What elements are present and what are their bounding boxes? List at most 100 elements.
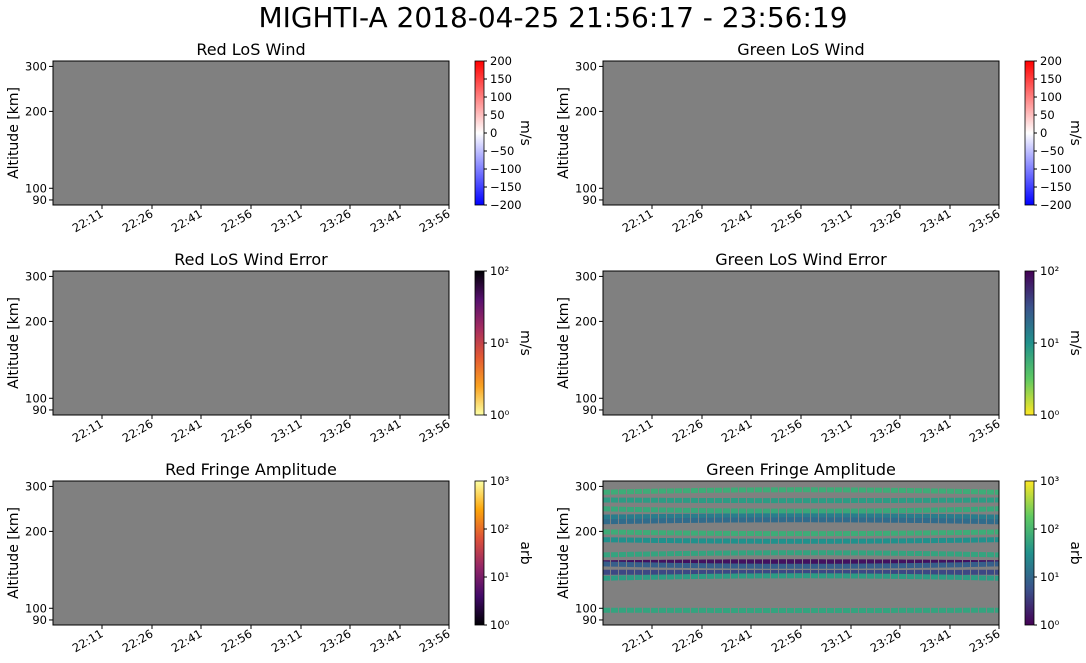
y-axis-label: Altitude [km]	[556, 507, 572, 599]
x-tick-label: 22:41	[719, 416, 755, 445]
x-tick-label: 22:41	[169, 416, 205, 445]
y-tick-label: 100	[25, 601, 47, 615]
colorbar-tick-label: 200	[490, 54, 512, 68]
colorbar-tick-label: 10⁰	[490, 618, 510, 632]
panel-title: Red Fringe Amplitude	[165, 460, 337, 479]
x-tick-label: 23:41	[918, 206, 954, 235]
colorbar-tick-label: 10³	[490, 474, 510, 488]
y-axis-label: Altitude [km]	[6, 297, 22, 389]
colorbar-tick-label: 50	[1040, 108, 1055, 122]
x-tick-label: 22:26	[120, 206, 156, 235]
x-tick-label: 22:41	[169, 626, 205, 655]
x-tick-label: 23:26	[318, 206, 354, 235]
colorbar-tick-label: 10¹	[1040, 570, 1059, 584]
colorbar-tick-label: −200	[490, 198, 522, 212]
y-tick-label: 90	[582, 613, 597, 627]
colorbar-tick-label: 10²	[490, 522, 509, 536]
colorbar-label: m/s	[517, 330, 533, 356]
x-tick-label: 23:26	[318, 416, 354, 445]
y-tick-label: 100	[25, 181, 47, 195]
colorbar-label: m/s	[517, 120, 533, 146]
y-tick-label: 200	[25, 314, 47, 328]
colorbar	[474, 60, 485, 206]
colorbar-tick-label: 10³	[1040, 474, 1060, 488]
colorbar-tick-label: 10¹	[1040, 336, 1059, 350]
colorbar-tick-label: −200	[1040, 198, 1072, 212]
x-tick-label: 23:11	[819, 206, 855, 235]
x-tick-label: 23:26	[868, 626, 904, 655]
colorbar-tick-label: 200	[1040, 54, 1062, 68]
y-tick-label: 200	[575, 314, 597, 328]
colorbar-label: m/s	[1067, 330, 1083, 356]
x-tick-label: 22:11	[70, 626, 106, 655]
x-tick-label: 22:26	[670, 206, 706, 235]
panel-title: Green LoS Wind	[737, 40, 864, 59]
x-tick-label: 22:56	[769, 626, 805, 655]
colorbar-tick-label: 50	[490, 108, 505, 122]
data-band	[603, 550, 999, 558]
x-tick-label: 23:11	[819, 626, 855, 655]
x-tick-label: 23:11	[819, 416, 855, 445]
colorbar-tick-label: 0	[1040, 126, 1047, 140]
x-tick-label: 23:56	[417, 626, 453, 655]
y-tick-label: 200	[25, 524, 47, 538]
y-tick-label: 90	[582, 403, 597, 417]
x-tick-label: 22:26	[120, 416, 156, 445]
y-axis-label: Altitude [km]	[6, 87, 22, 179]
x-tick-label: 22:11	[620, 626, 656, 655]
y-tick-label: 100	[575, 391, 597, 405]
x-tick-label: 23:26	[318, 626, 354, 655]
data-band	[603, 487, 999, 495]
x-tick-label: 22:56	[219, 626, 255, 655]
x-tick-label: 22:56	[219, 206, 255, 235]
colorbar-tick-label: 100	[1040, 90, 1062, 104]
x-tick-label: 23:41	[918, 626, 954, 655]
data-band	[603, 561, 999, 569]
figure-title: MIGHTI-A 2018-04-25 21:56:17 - 23:56:19	[258, 1, 847, 34]
panel-title: Green LoS Wind Error	[715, 250, 887, 269]
data-band	[603, 573, 999, 581]
panel-title: Red LoS Wind Error	[174, 250, 328, 269]
y-tick-label: 90	[32, 613, 47, 627]
colorbar	[474, 270, 485, 416]
colorbar-tick-label: 10¹	[490, 570, 509, 584]
colorbar-tick-label: −100	[490, 162, 522, 176]
x-tick-label: 22:56	[769, 416, 805, 445]
colorbar-tick-label: 150	[1040, 72, 1062, 86]
x-tick-label: 23:11	[269, 626, 305, 655]
y-tick-label: 300	[25, 59, 47, 73]
data-band	[603, 517, 999, 525]
plot-area	[53, 481, 449, 625]
colorbar-tick-label: −50	[1040, 144, 1064, 158]
x-tick-label: 23:26	[868, 206, 904, 235]
y-axis-label: Altitude [km]	[556, 297, 572, 389]
y-tick-label: 200	[25, 104, 47, 118]
x-tick-label: 22:41	[719, 626, 755, 655]
y-tick-label: 300	[575, 269, 597, 283]
plot-area	[603, 271, 999, 415]
data-band	[603, 497, 999, 504]
x-tick-label: 23:26	[868, 416, 904, 445]
x-tick-label: 22:26	[670, 626, 706, 655]
x-tick-label: 22:41	[719, 206, 755, 235]
x-tick-label: 23:56	[967, 626, 1003, 655]
colorbar-tick-label: −100	[1040, 162, 1072, 176]
colorbar-label: arb	[517, 541, 533, 564]
colorbar-tick-label: 10²	[1040, 522, 1059, 536]
y-axis-label: Altitude [km]	[6, 507, 22, 599]
colorbar-tick-label: 10⁰	[490, 408, 510, 422]
plot-area	[53, 61, 449, 205]
y-axis-label: Altitude [km]	[556, 87, 572, 179]
colorbar-tick-label: 100	[490, 90, 512, 104]
colorbar	[1024, 480, 1035, 626]
x-tick-label: 22:11	[70, 416, 106, 445]
x-tick-label: 22:11	[620, 206, 656, 235]
plot-area	[53, 271, 449, 415]
colorbar-tick-label: 150	[490, 72, 512, 86]
y-tick-label: 300	[575, 59, 597, 73]
